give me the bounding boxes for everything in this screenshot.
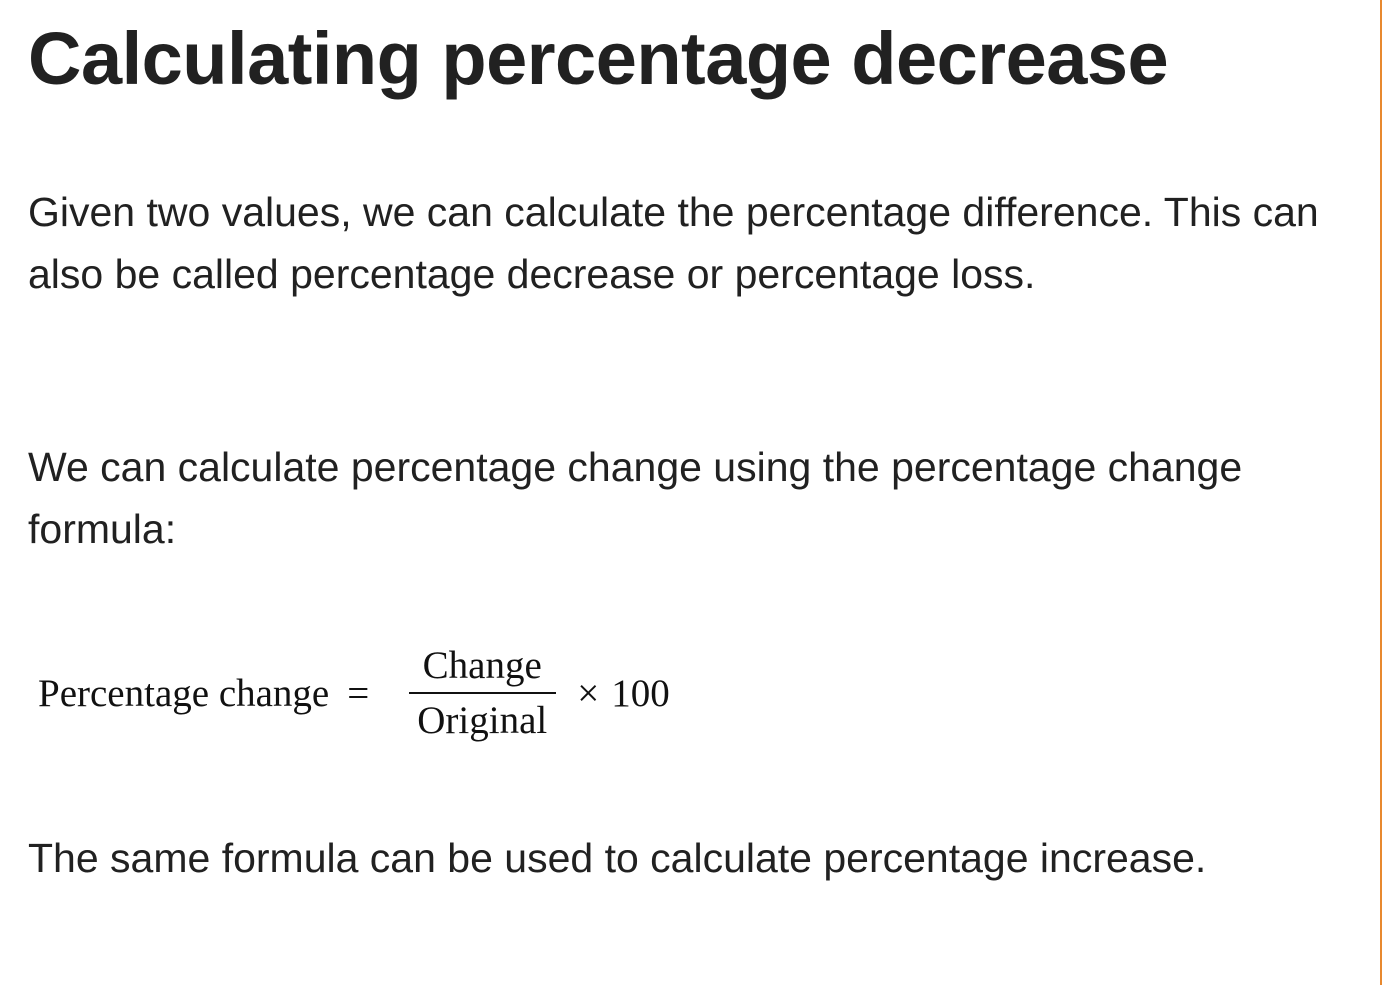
formula-times: × [577, 671, 600, 715]
denominator: Original [417, 699, 548, 742]
fraction: Change Original [403, 643, 561, 743]
heading: Calculating percentage decrease [28, 17, 1169, 100]
formula-equals: = [347, 671, 370, 715]
side-rule [1380, 0, 1382, 985]
numerator: Change [408, 643, 556, 694]
paragraph: The same formula can be used to calculat… [28, 835, 1207, 881]
paragraph: We can calculate percentage change using… [28, 444, 1243, 552]
paragraph: Given two values, we can calculate the p… [28, 189, 1319, 297]
formula-factor: 100 [611, 671, 670, 715]
formula: Percentage change = Change Original × 10… [38, 640, 670, 746]
formula-lhs: Percentage change [38, 671, 330, 715]
